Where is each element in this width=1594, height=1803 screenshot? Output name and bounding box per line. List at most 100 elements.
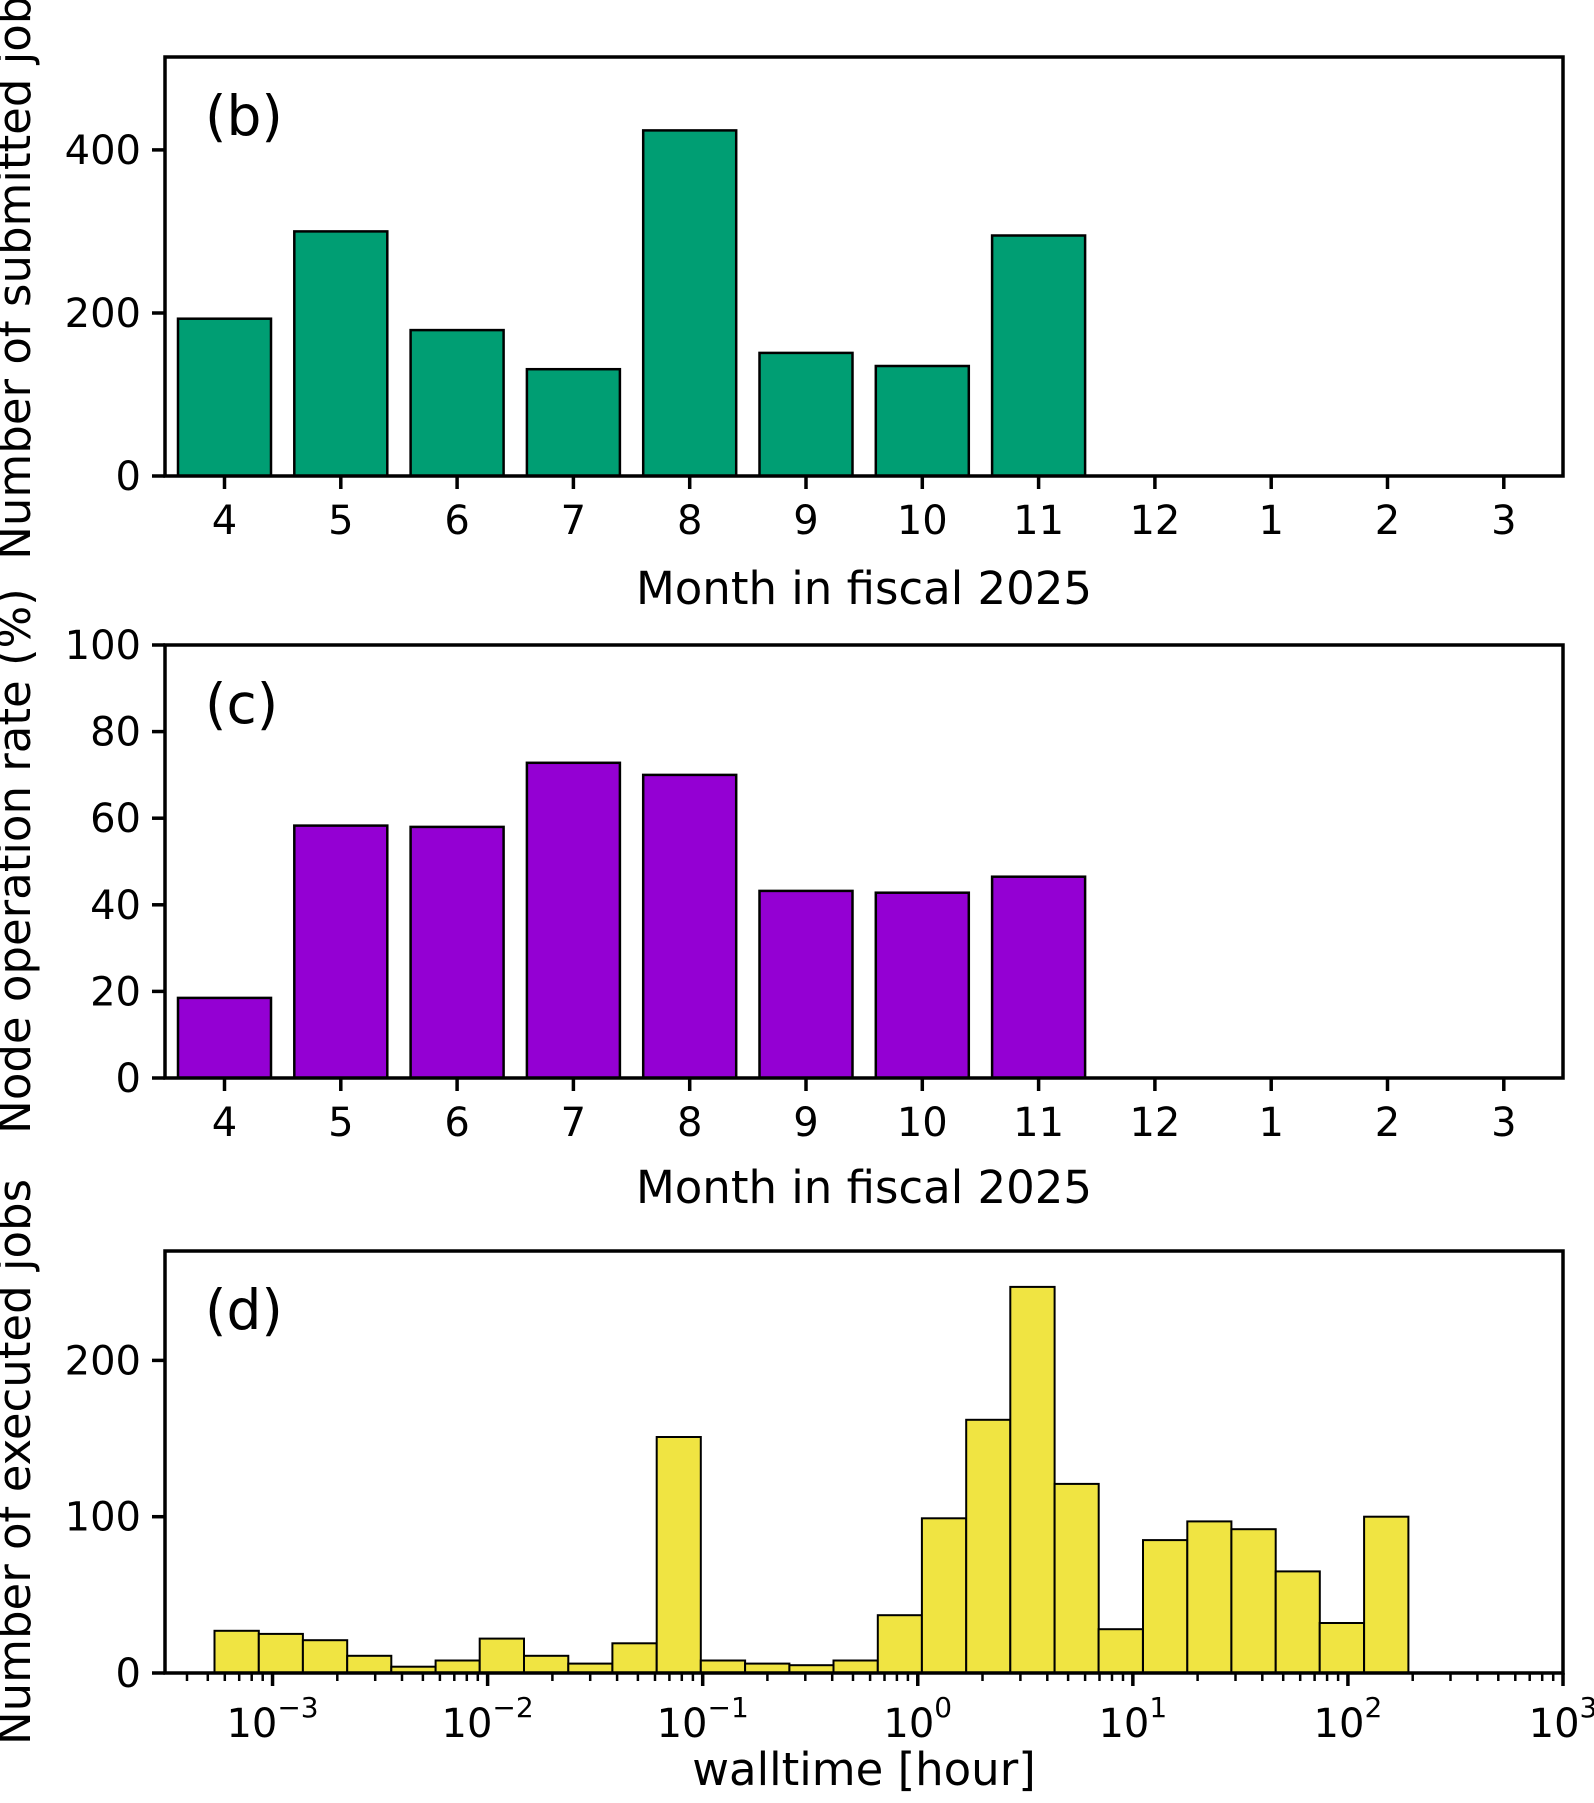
x-tick-label: 100 [883, 1691, 952, 1747]
x-tick-label: 7 [561, 1100, 586, 1146]
panel-c-xlabel: Month in fiscal 2025 [636, 1161, 1092, 1214]
bar-month-10 [874, 891, 971, 1080]
x-tick-label: 3 [1491, 498, 1516, 544]
bar-month-4 [176, 317, 273, 478]
y-tick-label: 0 [116, 454, 141, 500]
histogram-bin [611, 1642, 658, 1675]
bar-month-6 [409, 825, 505, 1080]
x-tick-label: 7 [561, 498, 586, 544]
x-tick-label: 8 [677, 1100, 702, 1146]
x-tick-label: 1 [1258, 1100, 1283, 1146]
x-tick-label: 5 [328, 498, 353, 544]
x-tick-label: 10−3 [226, 1691, 318, 1747]
panel-c-bars [176, 761, 1087, 1080]
panel-d-axes: 10−3 10−2 10−1 100 101 102 103 0 100 200 [65, 1249, 1594, 1747]
x-tick-label: 103 [1529, 1691, 1594, 1747]
axes-frame [163, 643, 1565, 1080]
histogram-bin [699, 1659, 747, 1674]
x-tick-label: 11 [1013, 498, 1064, 544]
histogram-bin [1053, 1482, 1100, 1675]
histogram-bin [965, 1418, 1012, 1675]
histogram-bin [346, 1654, 393, 1675]
panel-b-ylabel: Number of submitted jobs [0, 0, 41, 560]
x-tick-label: 9 [793, 1100, 818, 1146]
histogram-bin [1142, 1539, 1189, 1674]
panel-b-bars [176, 129, 1087, 478]
panel-d-letter: (d) [205, 1278, 283, 1342]
panel-b-xlabel: Month in fiscal 2025 [636, 562, 1092, 615]
x-tick-label: 2 [1375, 498, 1400, 544]
bar-month-10 [874, 364, 971, 478]
histogram-bin [832, 1659, 879, 1674]
x-tick-label: 10 [897, 1100, 948, 1146]
histogram-bin [478, 1637, 526, 1674]
bar-month-8 [641, 773, 738, 1080]
panel-d: 10−3 10−2 10−1 100 101 102 103 0 100 200 (d) wall… [0, 1179, 1594, 1796]
histogram-bin [1274, 1570, 1321, 1675]
panel-b-letter: (b) [205, 84, 283, 148]
x-tick-label: 12 [1129, 498, 1180, 544]
histogram-bin [434, 1659, 481, 1674]
histogram-bin [523, 1654, 570, 1675]
x-tick-label: 4 [212, 498, 237, 544]
y-tick-label: 400 [65, 128, 141, 174]
x-tick-label: 5 [328, 1100, 353, 1146]
histogram-bin [876, 1614, 923, 1674]
y-tick-label: 100 [65, 623, 141, 669]
bar-month-5 [293, 824, 389, 1080]
y-tick-label: 40 [90, 883, 141, 929]
y-tick-label: 0 [116, 1056, 141, 1102]
histogram-bin [655, 1436, 702, 1674]
panel-c-letter: (c) [205, 672, 278, 736]
bar-month-4 [176, 996, 273, 1080]
x-tick-label: 2 [1375, 1100, 1400, 1146]
y-tick-label: 200 [65, 291, 141, 337]
panel-d-bars [213, 1285, 1410, 1675]
y-tick-label: 0 [116, 1651, 141, 1697]
axes-frame [163, 55, 1565, 478]
histogram-bin [213, 1629, 260, 1675]
bar-month-8 [641, 129, 738, 478]
panel-d-ylabel: Number of executed jobs [0, 1179, 41, 1745]
panel-d-xlabel: walltime [hour] [692, 1743, 1036, 1796]
bar-month-9 [758, 351, 854, 478]
x-tick-label: 6 [444, 498, 469, 544]
y-tick-label: 80 [90, 710, 141, 756]
bar-month-6 [409, 328, 505, 478]
x-tick-label: 9 [793, 498, 818, 544]
x-tick-label: 10 [897, 498, 948, 544]
x-tick-label: 11 [1013, 1100, 1064, 1146]
x-tick-label: 10−1 [657, 1691, 749, 1747]
panel-c-ylabel: Node operation rate (%) [0, 588, 41, 1134]
bar-month-11 [990, 875, 1087, 1080]
x-tick-label: 1 [1258, 498, 1283, 544]
bar-month-9 [758, 889, 854, 1080]
x-tick-label: 102 [1314, 1691, 1383, 1747]
y-tick-label: 60 [90, 796, 141, 842]
histogram-bin [301, 1639, 349, 1674]
y-tick-label: 100 [65, 1495, 141, 1541]
histogram-bin [1097, 1628, 1144, 1674]
bar-month-7 [525, 761, 622, 1080]
histogram-bin [1363, 1515, 1410, 1674]
axes-frame [163, 1249, 1565, 1675]
y-tick-label: 20 [90, 969, 141, 1015]
histogram-bin [920, 1517, 968, 1675]
x-tick-label: 8 [677, 498, 702, 544]
x-tick-label: 4 [212, 1100, 237, 1146]
bar-month-7 [525, 367, 622, 478]
histogram-bin [257, 1632, 304, 1675]
histogram-bin [1230, 1528, 1277, 1674]
histogram-bin [1186, 1520, 1233, 1675]
x-tick-label: 10−2 [442, 1691, 534, 1747]
x-tick-label: 12 [1129, 1100, 1180, 1146]
histogram-bin [1009, 1285, 1056, 1675]
bar-month-5 [293, 230, 389, 478]
x-tick-label: 3 [1491, 1100, 1516, 1146]
